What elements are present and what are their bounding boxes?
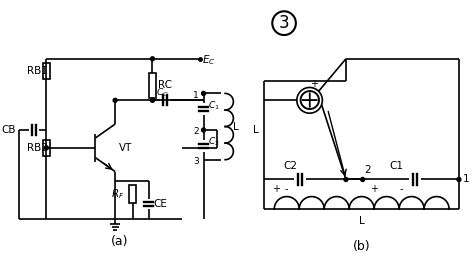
Text: L: L: [252, 125, 258, 135]
Text: C2: C2: [282, 161, 297, 171]
Text: $C_C$: $C_C$: [156, 86, 169, 99]
Text: 1: 1: [192, 91, 198, 100]
Text: L: L: [358, 216, 364, 226]
Text: $R_F$: $R_F$: [111, 187, 125, 201]
Circle shape: [343, 177, 347, 182]
Text: $E_C$: $E_C$: [201, 53, 215, 67]
Circle shape: [360, 177, 364, 182]
Text: +: +: [272, 184, 279, 194]
Text: +: +: [309, 79, 317, 90]
Text: $C_1$: $C_1$: [208, 99, 220, 112]
Text: $\bigoplus$: $\bigoplus$: [298, 88, 320, 112]
Text: -: -: [398, 184, 402, 194]
Text: 2: 2: [364, 165, 370, 174]
Text: +: +: [370, 184, 377, 194]
Bar: [43, 140, 50, 156]
Text: (b): (b): [352, 240, 370, 253]
Text: CB: CB: [2, 125, 16, 135]
Circle shape: [44, 146, 48, 150]
Bar: [148, 73, 156, 98]
Circle shape: [113, 98, 117, 102]
Text: C1: C1: [389, 161, 403, 171]
Text: (a): (a): [111, 235, 129, 248]
Text: $C_2$: $C_2$: [208, 136, 220, 148]
Text: RB2: RB2: [27, 143, 48, 153]
Bar: [129, 185, 136, 203]
Text: RB1: RB1: [27, 66, 48, 76]
Text: VT: VT: [119, 143, 132, 153]
Text: 3: 3: [192, 157, 198, 166]
Text: 2: 2: [193, 128, 198, 137]
Circle shape: [201, 91, 205, 95]
Text: 1: 1: [462, 174, 468, 184]
Circle shape: [150, 98, 154, 102]
Text: RC: RC: [158, 80, 172, 90]
Text: L: L: [232, 122, 238, 132]
Text: 3: 3: [278, 14, 289, 32]
Text: CE: CE: [153, 199, 167, 209]
Bar: [43, 63, 50, 79]
Circle shape: [150, 57, 154, 61]
Circle shape: [201, 128, 205, 132]
Text: -: -: [284, 184, 287, 194]
Circle shape: [456, 177, 460, 182]
